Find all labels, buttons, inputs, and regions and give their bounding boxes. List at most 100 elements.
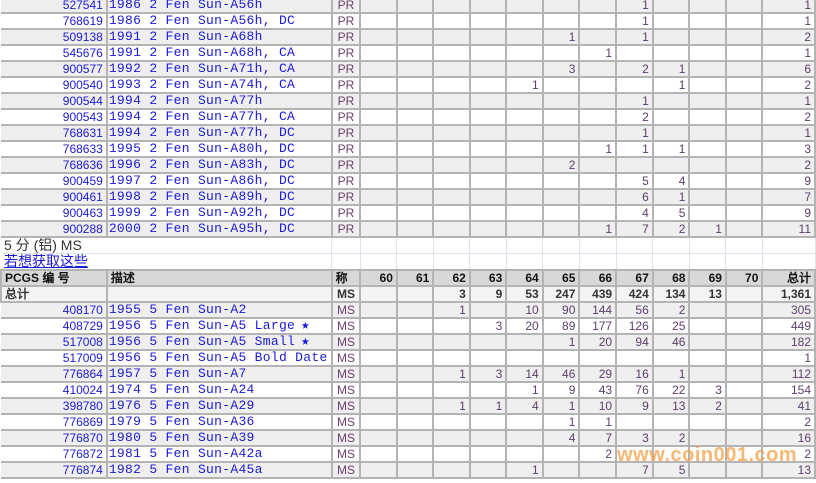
grade-count-69 [688,365,727,383]
pcgs-number-link[interactable]: 408729 [1,317,108,335]
description-link[interactable]: 1991 2 Fen Sun-A68h, CA [105,44,333,62]
grade-count-60 [359,156,398,174]
pcgs-number-link[interactable]: 527541 [1,0,108,14]
table-row: 768631 1994 2 Fen Sun-A77h, DC PR 1 1 [1,124,816,142]
grade-count-66 [578,60,618,78]
grade-count-70 [724,156,764,174]
pcgs-number-link[interactable]: 545676 [1,44,108,62]
description-link[interactable]: 1956 5 Fen Sun-A5 Bold Date [105,349,333,367]
info-link[interactable]: 若想获取这些 [4,253,88,269]
description-link[interactable]: 1956 5 Fen Sun-A5 Large ★ [105,317,333,335]
table-row: 900543 1994 2 Fen Sun-A77h, CA PR 2 2 [1,108,816,126]
pcgs-number-link[interactable]: 410024 [1,381,108,399]
description-link[interactable]: 1981 5 Fen Sun-A42a [105,445,333,463]
pcgs-number-link[interactable]: 768631 [1,124,108,142]
pcgs-number-link[interactable]: 900459 [1,172,108,190]
description-link[interactable]: 1992 2 Fen Sun-A71h, CA [105,60,333,78]
grade-count-60 [359,365,398,383]
grade-designation: MS [330,445,362,463]
pcgs-number-link[interactable]: 768636 [1,156,108,174]
pcgs-number-link[interactable]: 517009 [1,349,108,367]
grade-count-60 [359,333,398,351]
grade-count-64 [505,12,544,30]
grade-count-63 [468,28,508,46]
pcgs-number-link[interactable]: 900461 [1,188,108,206]
grade-count-61 [395,172,435,190]
row-total: 9 [761,204,816,222]
description-link[interactable]: 1957 5 Fen Sun-A7 [105,365,333,383]
pcgs-number-link[interactable]: 776872 [1,445,108,463]
description-link[interactable]: 1994 2 Fen Sun-A77h [105,92,333,110]
pcgs-number-link[interactable]: 768619 [1,12,108,30]
pcgs-number-link[interactable]: 509138 [1,28,108,46]
description-link[interactable]: 1994 2 Fen Sun-A77h, DC [105,124,333,142]
pcgs-number-link[interactable]: 768633 [1,140,108,158]
grade-count-67: 1 [615,92,654,110]
grade-designation: MS [330,301,362,319]
description-link[interactable]: 1982 5 Fen Sun-A45a [105,461,333,479]
description-link[interactable]: 1986 2 Fen Sun-A56h, DC [105,12,333,30]
description-link[interactable]: 1974 5 Fen Sun-A24 [105,381,333,399]
grade-count-64 [505,333,544,351]
grade-count-63 [468,204,508,222]
row-total: 2 [761,156,816,174]
total-label: 总计 [0,285,108,303]
grade-count-69 [688,172,727,190]
grade-count-63 [468,108,508,126]
grade-count-69 [688,76,727,94]
grade-count-61 [395,365,435,383]
total-grade-64: 53 [505,285,544,303]
grade-count-69 [688,317,727,335]
grade-count-62 [432,172,471,190]
grade-count-70 [724,445,764,463]
pcgs-number-link[interactable]: 776870 [1,429,108,447]
grade-count-70 [724,317,764,335]
pcgs-number-link[interactable]: 900544 [1,92,108,110]
table-row: 398780 1976 5 Fen Sun-A29 MS 1 1 4 1 10 9 13 2 41 [1,397,816,415]
pcgs-number-link[interactable]: 517008 [1,333,108,351]
pcgs-number-link[interactable]: 776874 [1,461,108,479]
grade-count-62 [432,108,471,126]
grade-count-60 [359,44,398,62]
grade-count-68: 25 [651,317,691,335]
grade-count-62 [432,445,471,463]
description-link[interactable]: 1993 2 Fen Sun-A74h, CA [105,76,333,94]
grade-count-64 [505,220,544,238]
description-link[interactable]: 1955 5 Fen Sun-A2 [105,301,333,319]
description-link[interactable]: 1995 2 Fen Sun-A80h, DC [105,140,333,158]
pcgs-number-link[interactable]: 900288 [1,220,108,238]
description-link[interactable]: 1997 2 Fen Sun-A86h, DC [105,172,333,190]
description-link[interactable]: 1996 2 Fen Sun-A83h, DC [105,156,333,174]
pcgs-number-link[interactable]: 776864 [1,365,108,383]
grade-count-62 [432,317,471,335]
pcgs-number-link[interactable]: 776869 [1,413,108,431]
description-link[interactable]: 1986 2 Fen Sun-A56h [105,0,333,14]
grade-count-66: 177 [578,317,618,335]
description-link[interactable]: 1999 2 Fen Sun-A92h, DC [105,204,333,222]
grand-total: 1,361 [761,285,816,303]
description-link[interactable]: 1976 5 Fen Sun-A29 [105,397,333,415]
grade-count-69: 2 [688,397,727,415]
pcgs-number-link[interactable]: 900543 [1,108,108,126]
description-link[interactable]: 1994 2 Fen Sun-A77h, CA [105,108,333,126]
description-link[interactable]: 2000 2 Fen Sun-A95h, DC [105,220,333,238]
grade-count-70 [724,12,764,30]
description-text: 1998 2 Fen Sun-A89h, DC [108,189,296,204]
pcgs-number-link[interactable]: 398780 [1,397,108,415]
empty-cell [433,253,471,271]
description-link[interactable]: 1979 5 Fen Sun-A36 [105,413,333,431]
total-grade-69: 13 [688,285,727,303]
grade-count-66: 43 [578,381,618,399]
grade-designation: PR [330,220,362,238]
grade-count-65 [541,220,581,238]
pcgs-number-link[interactable]: 900577 [1,60,108,78]
pcgs-number-link[interactable]: 900463 [1,204,108,222]
description-link[interactable]: 1956 5 Fen Sun-A5 Small ★ [105,333,333,351]
row-total: 182 [761,333,816,351]
pcgs-number-link[interactable]: 900540 [1,76,108,94]
description-link[interactable]: 1998 2 Fen Sun-A89h, DC [105,188,333,206]
pcgs-number-link[interactable]: 408170 [1,301,108,319]
description-link[interactable]: 1991 2 Fen Sun-A68h [105,28,333,46]
grade-count-66: 29 [578,365,618,383]
description-link[interactable]: 1980 5 Fen Sun-A39 [105,429,333,447]
